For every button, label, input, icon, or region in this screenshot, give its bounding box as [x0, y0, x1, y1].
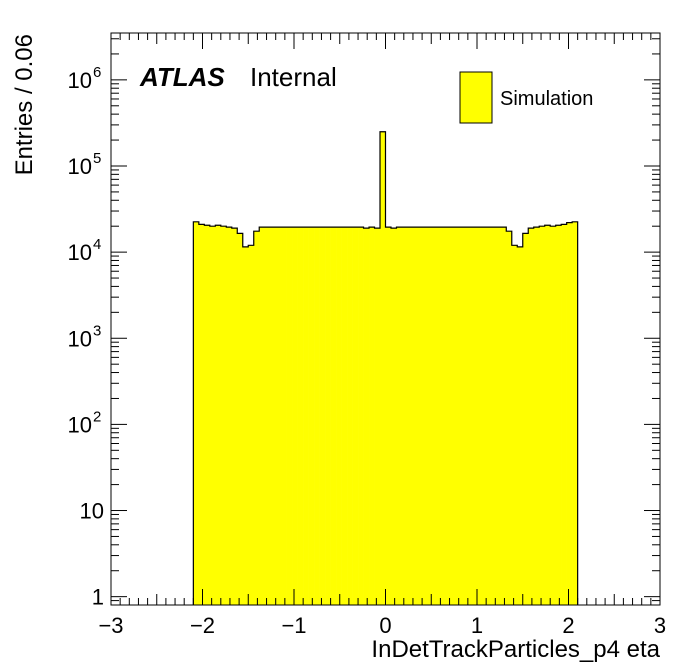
legend-swatch: [459, 71, 493, 124]
histogram-bin: [396, 227, 403, 605]
x-tick-label: 2: [562, 613, 574, 638]
histogram-outline: [192, 131, 579, 605]
histogram-bin: [451, 227, 458, 605]
histogram-bin: [533, 227, 540, 605]
histogram-bin: [550, 226, 556, 605]
x-axis-title: InDetTrackParticles_p4 eta: [371, 636, 660, 663]
y-tick-exponent: 5: [93, 150, 101, 167]
y-tick-label: 10: [68, 240, 92, 265]
histogram-bin: [264, 227, 271, 605]
histogram-bin: [418, 227, 425, 605]
histogram-bin: [462, 227, 469, 605]
x-tick-label: 0: [379, 613, 391, 638]
y-tick-exponent: 6: [93, 64, 101, 81]
histogram-bin: [198, 224, 205, 605]
histogram-bin: [237, 233, 244, 606]
histogram-bin: [193, 221, 200, 605]
y-tick-label: 10: [68, 412, 92, 437]
histogram-bin: [292, 227, 298, 605]
histogram-bin: [374, 228, 381, 605]
histogram-bin: [407, 227, 414, 605]
histogram-bin: [412, 227, 419, 605]
histogram-bin: [358, 227, 364, 605]
x-tick-label: 3: [654, 613, 666, 638]
histogram-bin: [220, 226, 227, 605]
histogram-bin: [473, 227, 480, 605]
histogram-bin: [253, 231, 260, 605]
histogram-bin: [319, 227, 326, 605]
histogram-bin: [522, 233, 529, 606]
y-tick-label: 1: [92, 585, 104, 610]
histogram-bin: [572, 221, 578, 605]
histogram-bin: [511, 245, 518, 605]
atlas-label: ATLAS: [139, 62, 225, 92]
histogram-bin: [209, 226, 216, 605]
y-tick-exponent: 2: [93, 408, 101, 425]
histogram-bin: [495, 227, 502, 605]
y-tick-exponent: 4: [93, 236, 101, 253]
histogram-bin: [528, 228, 535, 605]
histogram-bin: [380, 131, 386, 605]
histogram-bin: [242, 246, 249, 605]
histogram-bin: [352, 227, 359, 605]
histogram-bin: [539, 226, 546, 605]
histogram-bin: [347, 227, 353, 605]
histogram-bin: [555, 225, 562, 605]
histogram-bin: [544, 225, 551, 605]
histogram-bin: [456, 227, 463, 605]
histogram-bin: [363, 228, 370, 605]
histogram-bin: [390, 228, 397, 605]
histogram-bin: [303, 227, 309, 605]
y-tick-label: 10: [68, 154, 92, 179]
histogram-bin: [423, 227, 430, 605]
histogram-bin: [500, 227, 507, 605]
histogram-bin: [314, 227, 320, 605]
histogram-bin: [231, 228, 238, 605]
histogram-bin: [270, 227, 276, 605]
histogram-bin: [566, 222, 573, 605]
histogram-bin: [484, 227, 491, 605]
histogram-bin: [467, 227, 474, 605]
histogram-bin: [517, 246, 524, 605]
y-axis-title: Entries / 0.06: [11, 34, 38, 175]
histogram-bin: [478, 227, 485, 605]
histogram-bin: [204, 225, 211, 605]
histogram-bin: [325, 227, 331, 605]
histogram-bin: [275, 227, 282, 605]
histogram-bin: [341, 227, 348, 605]
histogram-bin: [445, 227, 452, 605]
x-tick-label: −3: [98, 613, 123, 638]
histogram-bin: [297, 227, 304, 605]
histogram-bin: [281, 227, 287, 605]
histogram-bin: [226, 227, 233, 605]
histogram-bin: [440, 227, 447, 605]
y-tick-exponent: 3: [93, 322, 101, 339]
histogram-bin: [248, 245, 255, 605]
histogram-bin: [369, 227, 375, 605]
histogram-bin: [401, 227, 408, 605]
x-tick-label: −1: [281, 613, 306, 638]
histogram-bin: [506, 231, 513, 605]
y-tick-label: 10: [80, 499, 104, 524]
y-tick-label: 10: [68, 68, 92, 93]
histogram-bin: [434, 227, 441, 605]
x-tick-label: −2: [190, 613, 215, 638]
internal-label: Internal: [250, 62, 337, 92]
histogram-bin: [385, 227, 392, 605]
legend-label: Simulation: [500, 88, 593, 110]
histogram-bin: [286, 227, 293, 605]
histogram-bin: [429, 227, 436, 605]
histogram-bin: [259, 227, 266, 605]
histogram-bin: [489, 227, 496, 605]
histogram-bin: [561, 224, 567, 605]
histogram-bin: [308, 227, 315, 605]
histogram-bin: [330, 227, 337, 605]
histogram-bin: [215, 225, 222, 605]
y-tick-label: 10: [68, 326, 92, 351]
x-tick-label: 1: [471, 613, 483, 638]
histogram-bin: [336, 227, 342, 605]
